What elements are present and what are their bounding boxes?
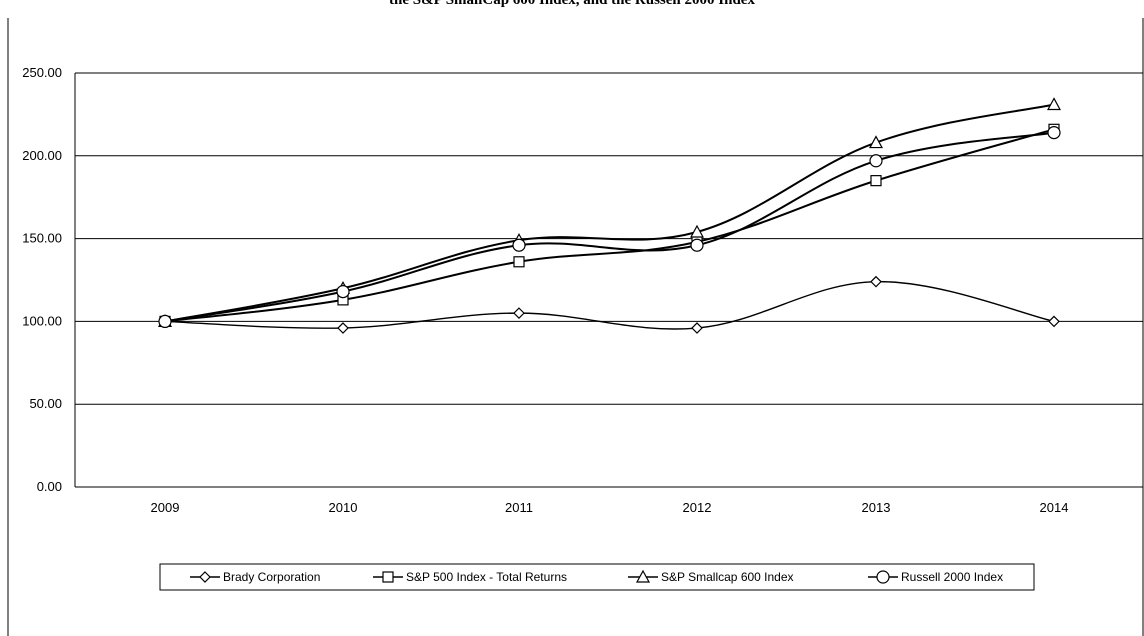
series-line xyxy=(164,103,1055,323)
legend-marker-triangle xyxy=(635,569,651,583)
chart-title: the S&P SmallCap 600 Index, and the Russ… xyxy=(389,0,755,8)
y-tick-label: 200.00 xyxy=(22,148,62,163)
series-line xyxy=(164,128,1055,323)
series-circle xyxy=(158,126,1061,328)
legend-label: S&P Smallcap 600 Index xyxy=(661,570,794,584)
series-line xyxy=(164,280,1055,330)
data-point-triangle xyxy=(689,224,705,238)
y-axis-ticks: 0.00 50.00 100.00 150.00 200.00 250.00 xyxy=(22,65,62,494)
y-tick-label: 50.00 xyxy=(29,396,62,411)
x-tick-label: 2010 xyxy=(329,500,358,515)
series-triangle xyxy=(157,97,1062,327)
data-point-square xyxy=(513,256,525,268)
data-point-diamond xyxy=(691,322,703,334)
series-line xyxy=(164,131,1055,323)
legend: Brady Corporation S&P 500 Index - Total R… xyxy=(159,563,1035,591)
data-point-circle xyxy=(512,238,526,252)
data-point-circle xyxy=(336,284,350,299)
x-tick-label: 2014 xyxy=(1040,500,1069,515)
data-point-circle xyxy=(690,238,704,252)
legend-marker-diamond xyxy=(199,571,211,583)
y-tick-label: 250.00 xyxy=(22,65,62,80)
series-group xyxy=(157,97,1062,334)
y-tick-label: 100.00 xyxy=(22,313,62,328)
x-tick-label: 2013 xyxy=(862,500,891,515)
data-point-triangle xyxy=(1046,97,1062,111)
data-point-circle xyxy=(158,314,172,328)
data-point-diamond xyxy=(1048,315,1060,328)
x-tick-label: 2012 xyxy=(683,500,712,515)
data-point-diamond xyxy=(337,322,349,334)
data-point-circle xyxy=(1047,126,1061,140)
legend-marker-circle xyxy=(876,570,890,584)
data-point-triangle xyxy=(868,135,884,149)
legend-label: S&P 500 Index - Total Returns xyxy=(406,570,567,584)
data-point-diamond xyxy=(513,307,525,319)
data-point-circle xyxy=(869,154,883,168)
data-point-square xyxy=(870,175,882,187)
x-tick-label: 2009 xyxy=(151,500,180,515)
legend-marker-square xyxy=(382,571,394,583)
x-axis-ticks: 2009 2010 2011 2012 2013 2014 xyxy=(151,500,1069,515)
data-point-diamond xyxy=(870,275,882,288)
legend-label: Brady Corporation xyxy=(223,570,320,584)
series-diamond xyxy=(159,275,1060,334)
gridlines xyxy=(74,72,1143,488)
y-tick-label: 150.00 xyxy=(22,231,62,246)
series-square xyxy=(159,123,1060,327)
y-tick-label: 0.00 xyxy=(37,479,62,494)
legend-label: Russell 2000 Index xyxy=(901,570,1003,584)
x-tick-label: 2011 xyxy=(505,500,533,515)
